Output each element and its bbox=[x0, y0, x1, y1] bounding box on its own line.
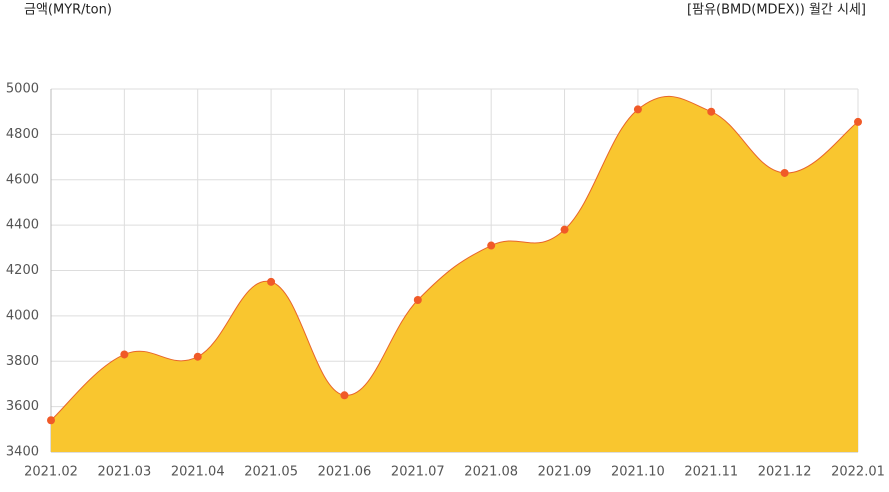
data-point bbox=[854, 117, 862, 126]
x-tick-label: 2021.04 bbox=[171, 465, 225, 480]
x-tick-label: 2021.07 bbox=[391, 465, 445, 480]
data-point bbox=[120, 350, 129, 359]
y-tick-label: 4000 bbox=[6, 308, 39, 323]
area-fill bbox=[51, 96, 858, 452]
y-axis-label: 금액(MYR/ton) bbox=[24, 3, 112, 18]
data-point bbox=[560, 225, 569, 234]
x-tick-label: 2022.01 bbox=[831, 465, 885, 480]
y-tick-label: 4200 bbox=[6, 263, 39, 278]
x-tick-label: 2021.10 bbox=[611, 465, 665, 480]
data-point bbox=[340, 391, 349, 400]
data-point bbox=[413, 295, 422, 304]
y-tick-label: 3400 bbox=[6, 445, 39, 460]
y-tick-label: 3600 bbox=[6, 399, 39, 414]
data-point bbox=[633, 105, 642, 114]
x-tick-label: 2021.12 bbox=[758, 465, 812, 480]
y-tick-label: 3800 bbox=[6, 354, 39, 369]
y-tick-label: 4400 bbox=[6, 218, 39, 233]
y-tick-label: 4800 bbox=[6, 127, 39, 142]
data-point bbox=[707, 107, 716, 116]
chart-title: [팜유(BMD(MDEX)) 월간 시세] bbox=[687, 3, 866, 18]
data-point bbox=[47, 416, 55, 425]
x-tick-label: 2021.03 bbox=[97, 465, 151, 480]
x-tick-label: 2021.08 bbox=[464, 465, 518, 480]
x-tick-label: 2021.02 bbox=[24, 465, 78, 480]
data-point bbox=[780, 168, 789, 177]
y-tick-label: 5000 bbox=[6, 82, 39, 97]
x-tick-label: 2021.11 bbox=[684, 465, 738, 480]
data-point bbox=[193, 352, 202, 361]
x-tick-label: 2021.09 bbox=[538, 465, 592, 480]
data-point bbox=[487, 241, 496, 250]
x-tick-label: 2021.05 bbox=[244, 465, 298, 480]
data-point bbox=[267, 277, 276, 286]
x-tick-label: 2021.06 bbox=[318, 465, 372, 480]
y-tick-label: 4600 bbox=[6, 172, 39, 187]
